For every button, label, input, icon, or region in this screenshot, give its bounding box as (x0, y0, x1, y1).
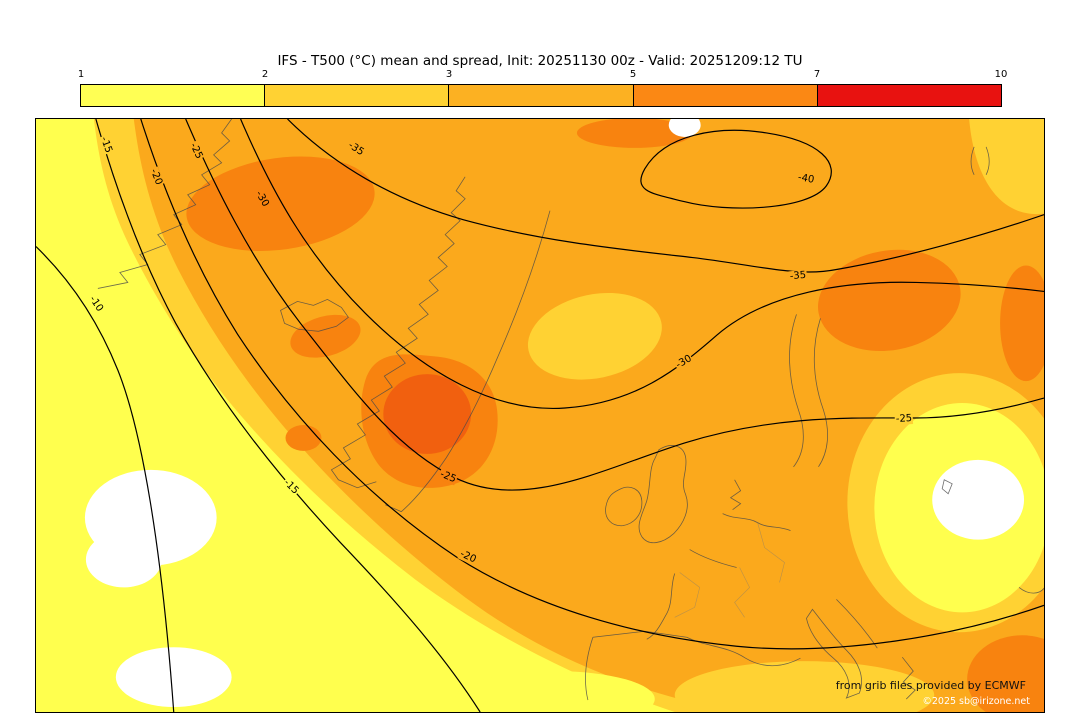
colorbar-segment (816, 85, 1002, 106)
contour-line-minus-35 (287, 119, 1044, 273)
country-border-layer (674, 522, 785, 618)
spread-region-gold-center (527, 292, 662, 380)
contour-line-minus-25 (185, 119, 1044, 491)
spread-region-yellow-southwest (36, 119, 675, 712)
country-borders-west-europe (674, 572, 701, 618)
coastline-sweden (385, 210, 551, 513)
contour-label: -35 (788, 269, 808, 283)
country-borders-east-europe (757, 522, 785, 583)
colorbar (80, 84, 1002, 107)
spread-region-red-core-atlantic (383, 374, 472, 454)
colorbar-tick: 2 (261, 69, 269, 80)
map-svg (36, 119, 1044, 712)
colorbar-tick: 7 (813, 69, 821, 80)
contour-line-minus-10 (36, 246, 175, 712)
coastline-iceland (280, 298, 349, 332)
country-borders-central-europe (734, 567, 750, 618)
credit-copyright: ©2025 sb@irizone.net (922, 696, 1030, 707)
spread-region-darkorange-iceland (290, 314, 361, 358)
spread-region-gold-south-strip (674, 661, 935, 712)
coastline-norway (330, 176, 466, 489)
coastline-gulf-of-bothnia-west (789, 314, 804, 468)
colorbar-segment (81, 85, 265, 106)
coastline-great-britain (638, 445, 688, 544)
colorbar-segment (448, 85, 633, 106)
chart-title: IFS - T500 (°C) mean and spread, Init: 2… (277, 53, 803, 69)
spread-region-gold-northeast-corner (969, 119, 1044, 215)
spread-region-yellow-south-strip (455, 671, 655, 712)
contour-layer (36, 119, 1044, 712)
coastline-greenland (97, 119, 232, 289)
coastline-gulf-of-bothnia-east (813, 318, 828, 468)
colorbar-segment (264, 85, 449, 106)
contour-line-minus-30 (240, 119, 1044, 410)
spread-region-darkorange-small-west (285, 424, 322, 451)
contour-line-minus-40 (640, 129, 832, 209)
coastline-italy (806, 608, 862, 699)
coastline-ireland (605, 486, 643, 527)
spread-region-white-top (668, 119, 701, 137)
coastline-greece (901, 656, 916, 700)
colorbar-tick: 10 (994, 69, 1008, 80)
colorbar-segment (632, 85, 817, 106)
map-area: -15 -20 -25 -30 -35 -40 -35 -30 -25 -25 -20 -15 -10 … (35, 118, 1045, 713)
spread-fill-layer (36, 119, 1044, 712)
coastline-black-sea (1018, 587, 1044, 594)
contour-label: -25 (894, 413, 914, 425)
coastline-channel-france (646, 549, 737, 640)
colorbar-tick: 3 (445, 69, 453, 80)
spread-region-white-west-2 (85, 531, 162, 588)
spread-region-darkorange-right-edge (1000, 265, 1044, 382)
colorbar-tick: 1 (77, 69, 85, 80)
contour-line-minus-15 (95, 119, 481, 712)
credit-ecmwf: from grib files provided by ECMWF (835, 679, 1026, 692)
spread-region-white-southwest (115, 647, 232, 708)
coastline-denmark (729, 479, 742, 511)
colorbar-tick: 5 (629, 69, 637, 80)
spread-region-darkorange-top (576, 119, 693, 148)
spread-region-darkorange-northwest (186, 156, 375, 251)
coastline-arctic-islands (970, 146, 990, 175)
colorbar-ticks: 1 2 3 5 7 10 (77, 69, 1008, 82)
coastline-baltic-island (941, 479, 953, 495)
spread-region-white-east (932, 459, 1025, 540)
spread-region-darkorange-east (818, 249, 961, 352)
spread-region-darkorange-southeast (967, 635, 1044, 712)
